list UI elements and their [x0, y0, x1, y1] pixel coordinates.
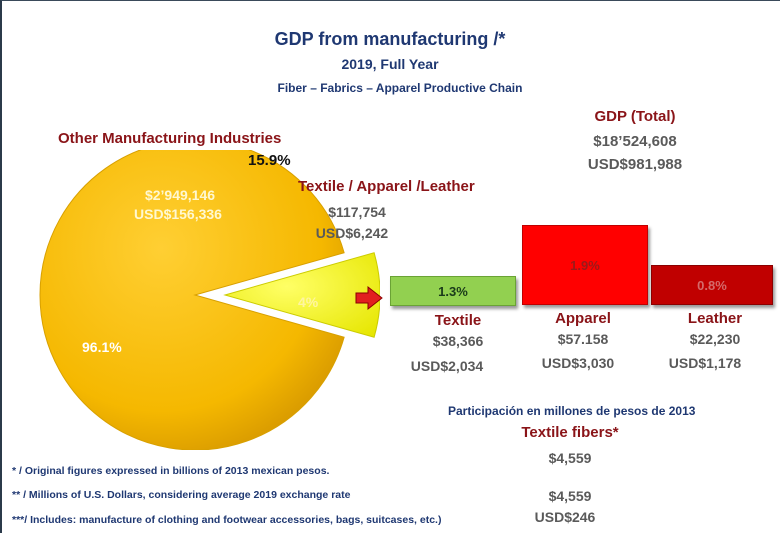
bar-apparel-pct: 1.9%: [570, 257, 600, 273]
apparel-pesos: $57.158: [557, 331, 609, 347]
textile-apparel-leather-pesos: $117,754: [328, 204, 386, 220]
leather-pesos: $22,230: [689, 331, 741, 347]
textile-apparel-leather-usd: USD$6,242: [315, 225, 389, 241]
bar-textile: 1.3%: [390, 276, 516, 306]
textile-apparel-leather-pct: 4%: [298, 294, 319, 310]
other-manufacturing-share: 15.9%: [248, 152, 291, 169]
gdp-total-usd: USD$981,988: [587, 156, 683, 173]
footnote-1: * / Original figures expressed in billio…: [12, 465, 330, 477]
other-manufacturing-pct: 96.1%: [82, 339, 122, 355]
arrow-right-icon: [355, 285, 383, 311]
footnote-3: ***/ Includes: manufacture of clothing a…: [12, 514, 442, 526]
textile-usd: USD$2,034: [410, 358, 484, 374]
other-manufacturing-pesos: $2’949,146: [144, 187, 216, 203]
gdp-total-label: GDP (Total): [594, 108, 676, 125]
other-manufacturing-usd: USD$156,336: [134, 206, 222, 222]
bar-leather-pct: 0.8%: [697, 277, 727, 293]
bar-apparel: 1.9%: [522, 225, 648, 305]
apparel-label: Apparel: [555, 310, 611, 327]
leather-label: Leather: [687, 310, 743, 327]
bar-textile-pct: 1.3%: [438, 283, 468, 299]
textile-apparel-leather-label: Textile / Apparel /Leather: [298, 178, 475, 195]
pie-slice-other-manufacturing: [39, 150, 345, 450]
bar-leather: 0.8%: [651, 265, 773, 305]
pie-slice-textile-apparel-leather: [223, 252, 380, 338]
textile-fibers-value-2: $4,559: [548, 488, 592, 504]
textile-fibers-usd: USD$246: [534, 509, 596, 525]
textile-pesos: $38,366: [432, 333, 484, 349]
textile-fibers-value: $4,559: [548, 450, 592, 466]
textile-fibers-label: Textile fibers*: [521, 424, 619, 441]
pie-chart: [39, 150, 380, 450]
footnote-2: ** / Millions of U.S. Dollars, consideri…: [12, 489, 351, 501]
chain-label: Fiber – Fabrics – Apparel Productive Cha…: [277, 81, 523, 95]
other-manufacturing-label: Other Manufacturing Industries: [58, 130, 282, 147]
participation-label: Participación en millones de pesos de 20…: [448, 404, 696, 418]
leather-usd: USD$1,178: [668, 355, 742, 371]
textile-label: Textile: [434, 312, 482, 329]
chart-subtitle: 2019, Full Year: [341, 56, 439, 72]
apparel-usd: USD$3,030: [541, 355, 615, 371]
chart-title: GDP from manufacturing /*: [274, 29, 506, 49]
gdp-total-pesos: $18’524,608: [593, 133, 677, 150]
